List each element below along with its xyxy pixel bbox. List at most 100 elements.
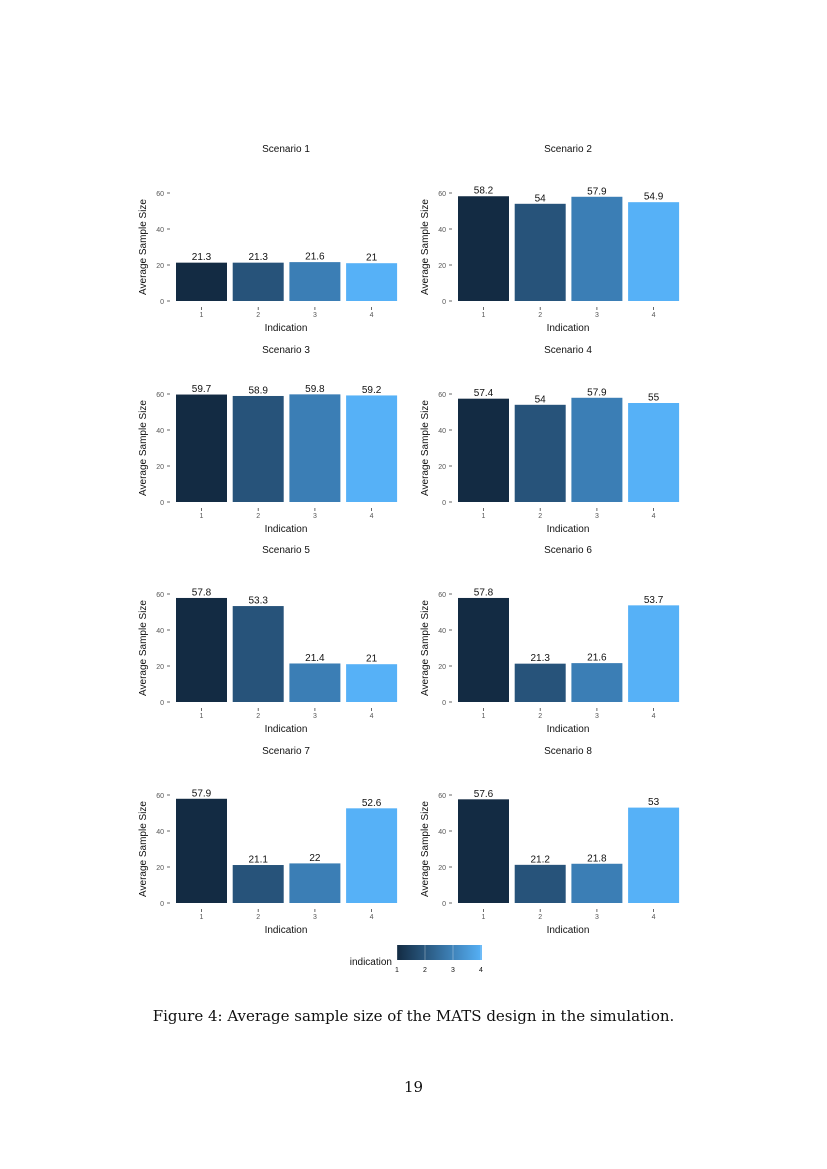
bar [289,262,341,301]
y-tick-label: 60 [438,191,446,198]
y-axis-label: Average Sample Size [138,199,149,295]
bar [458,799,509,903]
data-label: 21.6 [587,653,607,664]
x-tick-label: 2 [538,513,542,520]
x-tick-label: 1 [482,713,486,720]
legend-tick-label: 1 [395,967,399,974]
x-axis-label: Indication [547,925,590,936]
bar [571,397,623,502]
y-tick-label: 20 [156,263,164,270]
x-tick-label: 3 [313,513,317,520]
panel-7: Scenario 7 Average Sample Size 0 20 40 60 57.9… [138,746,398,936]
x-tick-label: 4 [652,713,656,720]
y-axis-label: Average Sample Size [138,600,149,696]
legend-tick-label: 2 [423,967,427,974]
data-label: 57.9 [192,788,212,799]
panel-title: Scenario 5 [262,545,310,556]
panel-2: Scenario 2 Average Sample Size 0 20 40 60 58.2… [420,144,680,334]
y-tick-label: 20 [438,263,446,270]
x-tick-label: 3 [313,312,317,319]
data-label: 21.3 [530,653,550,664]
y-tick-label: 60 [156,592,164,599]
bar [289,663,341,702]
x-tick-label: 3 [313,914,317,921]
panel-6: Scenario 6 Average Sample Size 0 20 40 60 57.8… [420,545,680,735]
x-tick-label: 4 [370,513,374,520]
x-tick-label: 4 [652,513,656,520]
bar [458,597,509,702]
bar [232,606,284,702]
x-tick-label: 2 [538,713,542,720]
y-tick-label: 60 [438,592,446,599]
y-tick-label: 20 [156,664,164,671]
data-label: 54 [535,394,547,405]
data-label: 57.9 [587,186,607,197]
x-tick-label: 4 [370,713,374,720]
x-tick-label: 1 [200,914,204,921]
bar [346,664,398,702]
x-axis-label: Indication [265,724,308,735]
panel-title: Scenario 4 [544,345,592,356]
data-label: 58.9 [248,385,268,396]
panel-4: Scenario 4 Average Sample Size 0 20 40 60 57.4… [420,345,680,535]
y-tick-label: 40 [156,227,164,234]
bar [571,663,623,702]
y-tick-label: 40 [438,628,446,635]
y-axis-label: Average Sample Size [420,801,431,897]
data-label: 21.3 [248,252,268,263]
panel-1: Scenario 1 Average Sample Size 0 20 40 60 21.3… [138,144,398,334]
bar [514,404,566,502]
x-tick-label: 3 [595,312,599,319]
bar [232,262,284,301]
bar [458,196,509,301]
y-tick-label: 20 [156,865,164,872]
x-tick-label: 3 [595,513,599,520]
data-label: 58.2 [474,186,494,197]
panel-title: Scenario 3 [262,345,310,356]
bar [571,863,623,903]
data-label: 21.6 [305,252,325,263]
x-tick-label: 1 [200,713,204,720]
bar [514,864,566,903]
x-axis-label: Indication [265,524,308,535]
legend-tick-label: 4 [479,967,483,974]
y-tick-label: 40 [156,829,164,836]
data-label: 57.4 [474,388,494,399]
x-tick-label: 2 [256,513,260,520]
bar [628,403,680,502]
x-tick-label: 2 [538,312,542,319]
panel-title: Scenario 2 [544,144,592,155]
y-tick-label: 0 [442,901,446,908]
data-label: 57.8 [192,587,212,598]
y-tick-label: 60 [156,793,164,800]
y-tick-label: 0 [160,901,164,908]
y-tick-label: 20 [438,664,446,671]
x-tick-label: 2 [256,713,260,720]
panel-title: Scenario 7 [262,746,310,757]
bar [628,202,680,301]
y-axis-label: Average Sample Size [420,400,431,496]
bar [346,263,398,301]
data-label: 57.6 [474,789,494,800]
bar [346,808,398,903]
bar [346,395,398,502]
panel-3: Scenario 3 Average Sample Size 0 20 40 60 59.7… [138,345,398,535]
panel-8: Scenario 8 Average Sample Size 0 20 40 60 57.6… [420,746,680,936]
x-tick-label: 1 [482,914,486,921]
panel-title: Scenario 8 [544,746,592,757]
panel-title: Scenario 6 [544,545,592,556]
x-tick-label: 1 [200,513,204,520]
x-tick-label: 1 [200,312,204,319]
data-label: 21.4 [305,653,325,664]
data-label: 59.2 [362,385,382,396]
x-tick-label: 4 [652,312,656,319]
x-axis-label: Indication [547,524,590,535]
x-tick-label: 2 [538,914,542,921]
y-tick-label: 0 [442,299,446,306]
legend-title: indication [350,957,392,968]
y-tick-label: 0 [160,299,164,306]
legend-tick-label: 3 [451,967,455,974]
y-tick-label: 0 [160,700,164,707]
